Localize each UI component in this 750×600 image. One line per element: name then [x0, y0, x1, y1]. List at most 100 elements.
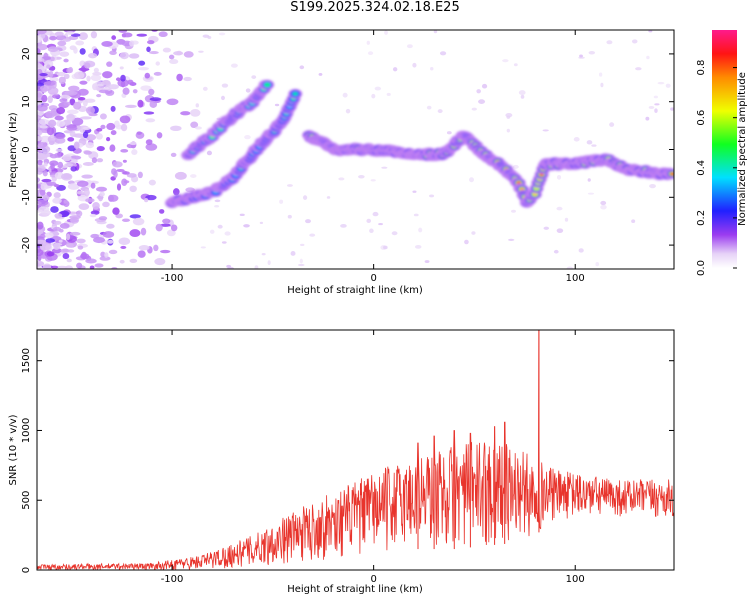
- noise-speck: [63, 199, 68, 204]
- noise-speck: [340, 224, 347, 228]
- snr-y-tick-label: 1500: [21, 348, 32, 373]
- noise-speck: [598, 72, 603, 77]
- spectrogram-x-tick-label: -100: [161, 273, 184, 284]
- noise-speck: [89, 213, 97, 218]
- noise-speck: [39, 73, 48, 77]
- noise-speck: [76, 190, 85, 195]
- noise-speck: [69, 131, 76, 137]
- noise-speck: [41, 178, 52, 183]
- noise-speck: [145, 139, 153, 146]
- noise-speck: [60, 248, 70, 253]
- noise-speck: [102, 201, 110, 208]
- noise-speck: [95, 133, 103, 140]
- noise-speck: [37, 221, 44, 230]
- noise-speck: [149, 97, 162, 102]
- noise-speck: [66, 113, 76, 122]
- noise-speck: [649, 184, 656, 189]
- noise-speck: [90, 182, 96, 189]
- noise-speck: [198, 50, 204, 53]
- noise-speck: [261, 252, 266, 256]
- noise-speck: [370, 179, 376, 182]
- noise-speck: [100, 124, 106, 130]
- noise-speck: [110, 130, 117, 136]
- noise-speck: [96, 127, 103, 132]
- noise-speck: [143, 111, 155, 115]
- noise-speck: [67, 85, 80, 92]
- noise-speck: [54, 115, 64, 121]
- snr-x-ticks: -100 0 100: [161, 330, 585, 585]
- noise-speck: [37, 249, 44, 257]
- noise-speck: [116, 168, 125, 172]
- noise-speck: [63, 73, 70, 80]
- noise-speck: [413, 213, 419, 217]
- noise-speck: [46, 251, 55, 257]
- noise-speck: [108, 249, 118, 255]
- noise-speck: [57, 36, 65, 40]
- noise-speck: [77, 97, 86, 101]
- noise-speck: [120, 245, 127, 249]
- noise-speck: [126, 173, 137, 178]
- noise-speck: [437, 109, 443, 114]
- noise-speck: [45, 110, 56, 119]
- noise-speck: [69, 231, 81, 236]
- noise-speck: [37, 177, 41, 183]
- noise-speck: [302, 195, 308, 201]
- noise-speck: [111, 168, 117, 175]
- noise-speck: [79, 128, 86, 133]
- noise-speck: [631, 219, 636, 223]
- noise-speck: [386, 92, 391, 97]
- noise-speck: [160, 249, 171, 254]
- spectrogram-y-tick-label: -20: [21, 237, 32, 253]
- noise-speck: [648, 105, 655, 109]
- noise-speck: [85, 134, 97, 141]
- noise-speck: [290, 250, 296, 256]
- noise-speck: [55, 148, 63, 153]
- noise-speck: [57, 40, 67, 46]
- noise-speck: [40, 85, 52, 92]
- noise-speck: [513, 63, 518, 67]
- noise-speck: [37, 153, 48, 161]
- noise-speck: [48, 119, 57, 128]
- noise-speck: [506, 128, 510, 133]
- noise-speck: [244, 134, 251, 140]
- noise-speck: [414, 244, 422, 249]
- noise-speck: [573, 137, 580, 142]
- noise-speck: [299, 258, 303, 264]
- noise-speck: [148, 179, 156, 186]
- noise-speck: [96, 158, 104, 163]
- noise-speck: [631, 39, 638, 44]
- noise-speck: [96, 94, 102, 98]
- noise-speck: [53, 242, 61, 250]
- noise-speck: [129, 214, 141, 219]
- noise-speck: [54, 213, 63, 219]
- noise-speck: [195, 126, 202, 130]
- noise-speck: [286, 184, 293, 187]
- noise-speck: [47, 135, 58, 144]
- noise-speck: [79, 48, 86, 55]
- noise-speck: [59, 222, 70, 229]
- noise-speck: [40, 182, 48, 191]
- noise-speck: [58, 239, 63, 243]
- noise-speck: [82, 131, 89, 139]
- noise-speck: [190, 121, 199, 129]
- noise-speck: [73, 101, 82, 110]
- noise-speck: [556, 174, 562, 180]
- noise-speck: [635, 67, 642, 71]
- noise-speck: [200, 246, 206, 249]
- noise-speck: [153, 71, 162, 76]
- noise-speck: [37, 229, 44, 235]
- noise-speck: [109, 50, 117, 56]
- snr-x-tick-label: 100: [566, 574, 585, 585]
- noise-speck: [79, 80, 88, 85]
- noise-speck: [102, 231, 115, 238]
- noise-speck: [143, 197, 149, 203]
- noise-speck: [120, 148, 129, 153]
- noise-speck: [61, 172, 73, 181]
- noise-speck: [52, 197, 62, 204]
- noise-speck: [39, 189, 46, 196]
- noise-speck: [367, 51, 374, 56]
- colorbar: 0.0 0.2 0.4 0.6 0.8 Normalized spectral ampl…: [696, 30, 748, 276]
- noise-speck: [202, 86, 208, 91]
